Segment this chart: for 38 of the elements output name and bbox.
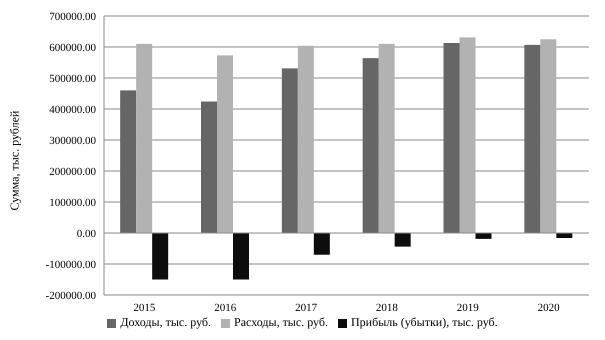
legend-label: Доходы, тыс. руб. [120, 315, 212, 329]
legend-label: Прибыль (убытки), тыс. руб. [351, 315, 498, 329]
y-tick-label: 400000.00 [49, 104, 96, 116]
bar [282, 68, 298, 233]
y-tick-label: 700000.00 [49, 10, 96, 23]
bar [136, 44, 152, 233]
legend-label: Расходы, тыс. руб. [234, 315, 328, 329]
bar [524, 44, 540, 233]
y-axis-title: Сумма, тыс. рублей [7, 110, 22, 210]
y-tick-label: 500000.00 [49, 72, 96, 85]
bar [233, 233, 249, 280]
bar [540, 39, 556, 233]
bar [217, 55, 233, 233]
bar [460, 37, 476, 233]
bar [362, 58, 379, 233]
bar [152, 233, 168, 280]
bar [378, 44, 395, 233]
y-tick-label: 600000.00 [49, 42, 96, 54]
y-tick-label: -200000.00 [46, 290, 96, 302]
bar [476, 233, 492, 239]
x-tick-label: 2020 [538, 302, 560, 314]
y-tick-label: -100000.00 [46, 258, 96, 271]
bar [314, 233, 330, 255]
y-tick-label: 0.00 [76, 228, 96, 240]
x-tick-label: 2016 [214, 302, 237, 314]
bar [201, 102, 217, 233]
bar [298, 46, 314, 233]
y-tick-label: 300000.00 [49, 134, 96, 147]
y-tick-label: 100000.00 [49, 196, 96, 209]
bar [120, 90, 136, 233]
bar [394, 233, 411, 247]
x-tick-label: 2017 [295, 302, 318, 314]
bar [444, 42, 460, 233]
bar [556, 233, 572, 238]
x-tick-label: 2015 [133, 302, 156, 314]
x-tick-label: 2018 [376, 302, 398, 314]
x-tick-label: 2019 [456, 302, 480, 314]
y-tick-label: 200000.00 [49, 166, 96, 178]
